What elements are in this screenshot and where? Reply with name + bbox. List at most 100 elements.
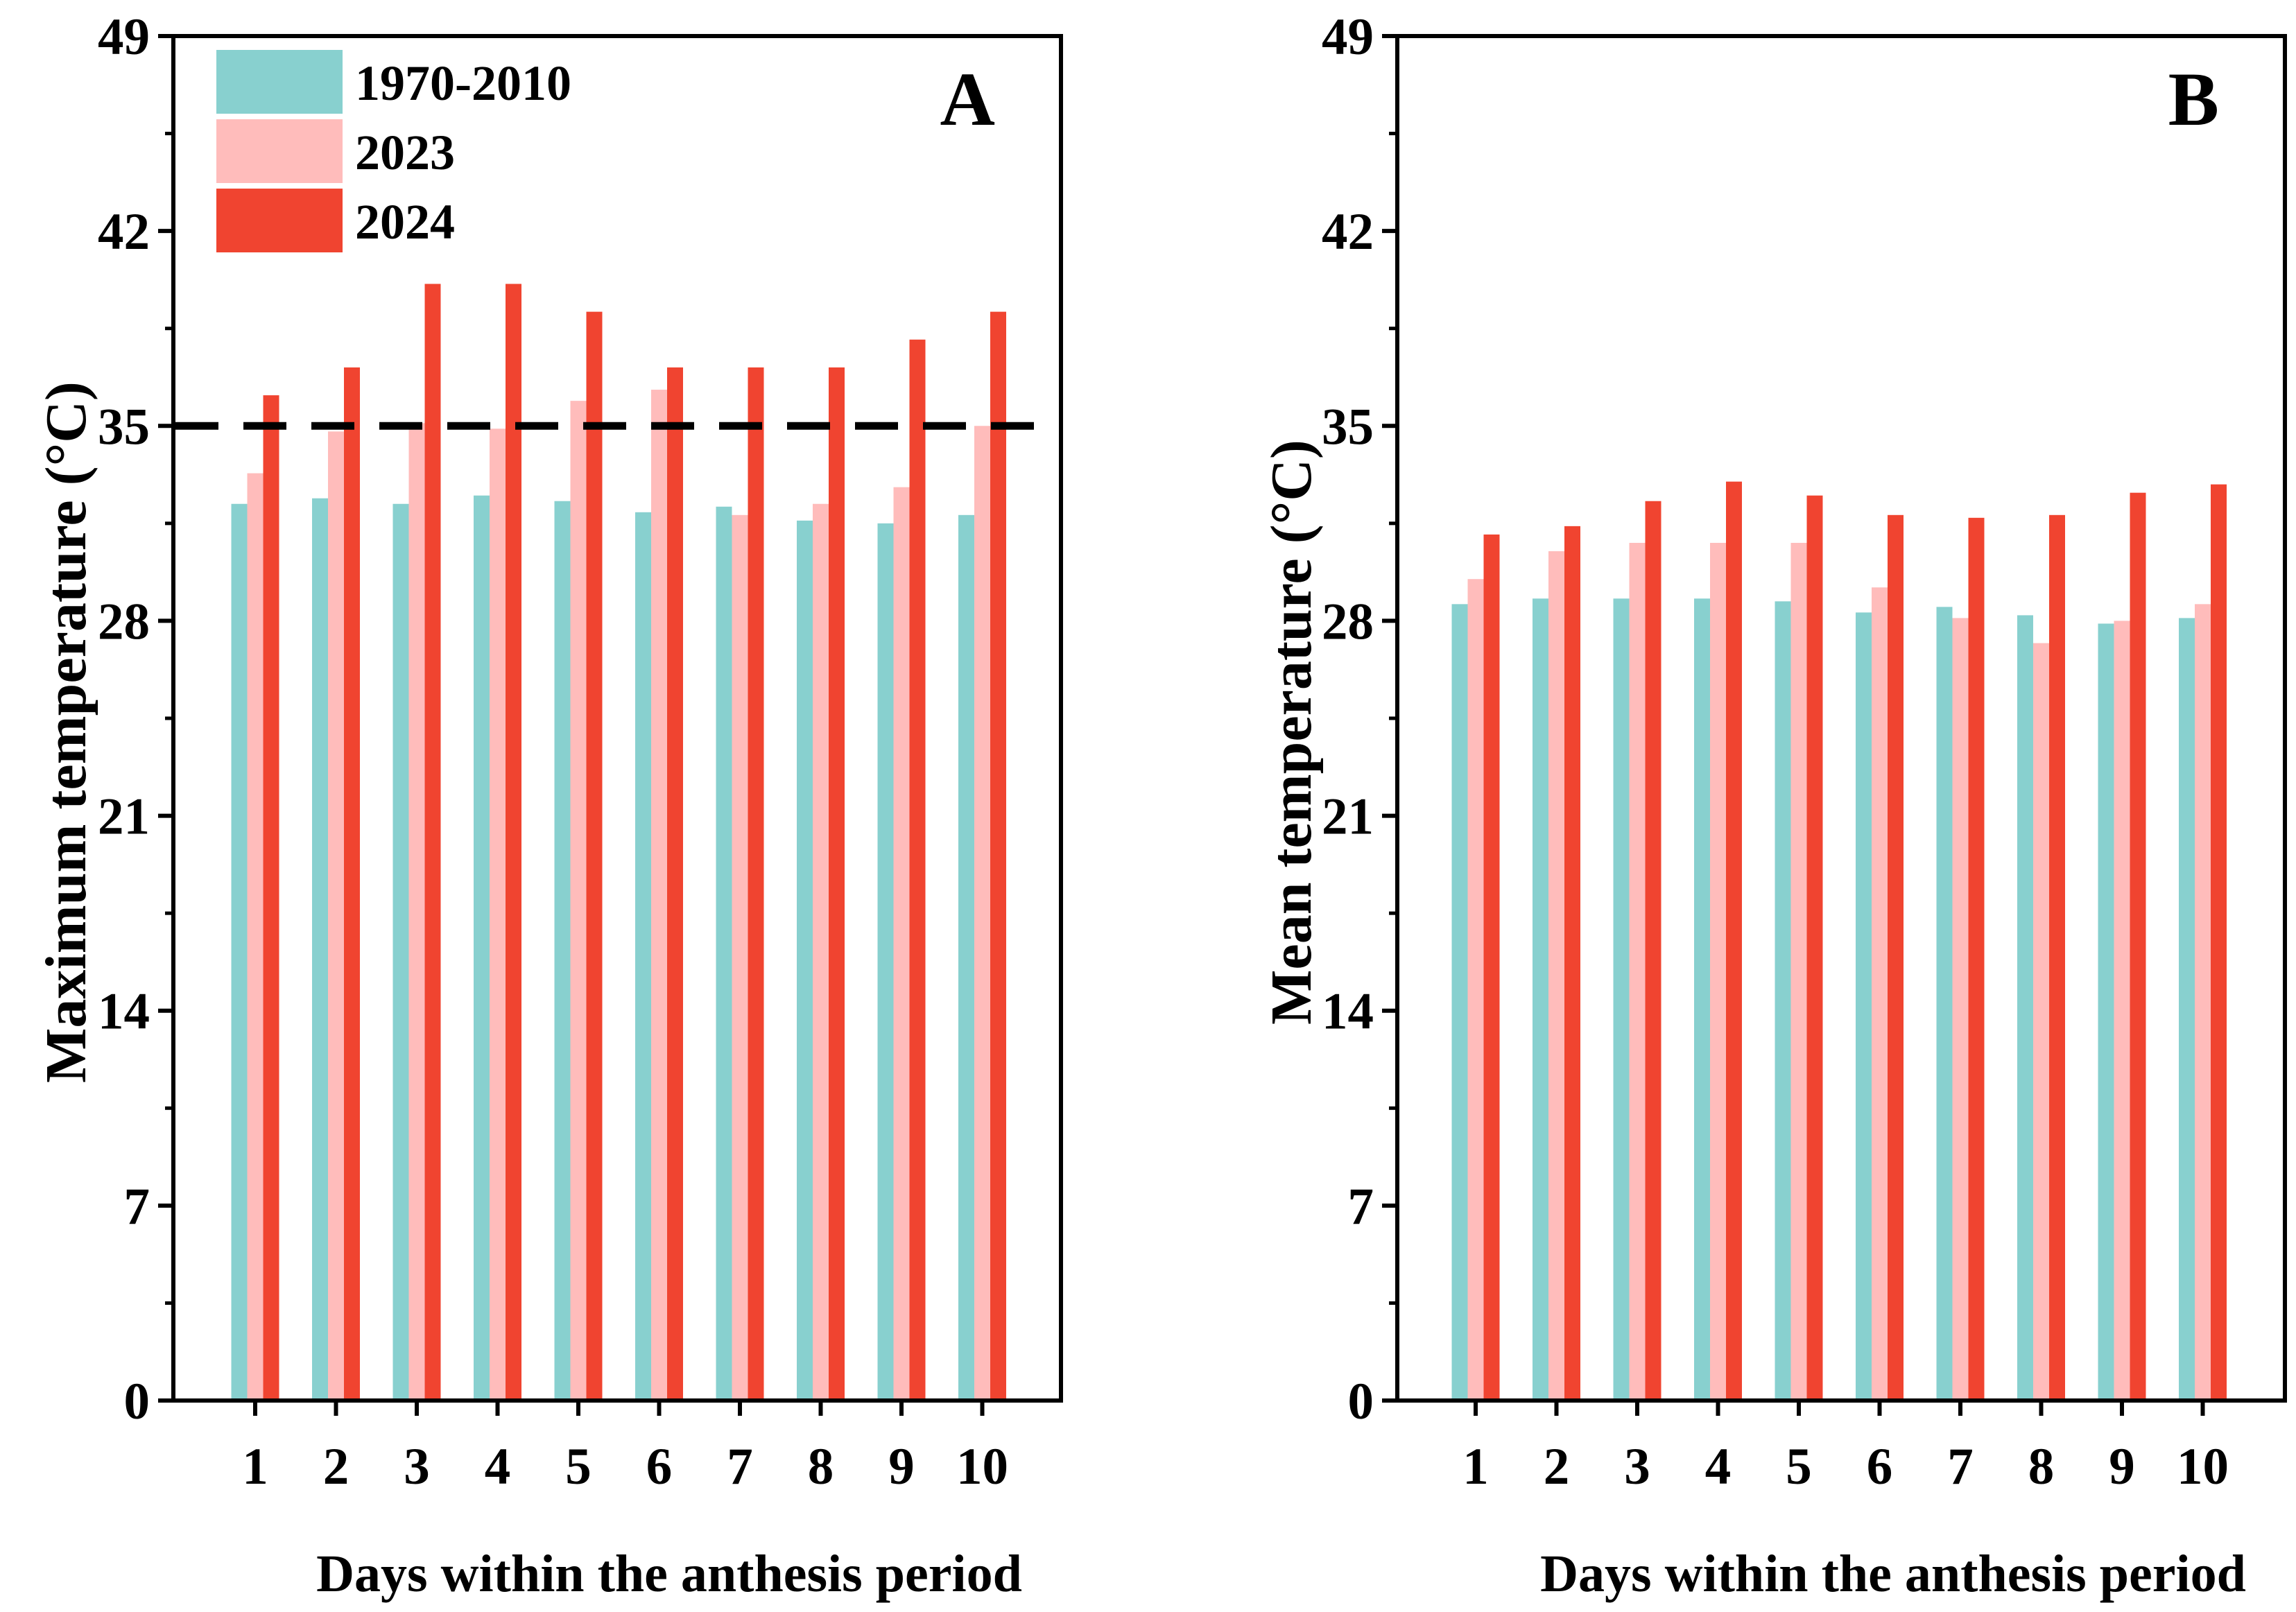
bar-b-day-9-2023	[2114, 621, 2130, 1401]
bar-b-day-5-2024	[1806, 495, 1823, 1401]
xtick-label: 10	[2177, 1438, 2229, 1496]
bar-a-day-3-1970-2010	[392, 503, 409, 1401]
bar-a-day-8-2024	[829, 367, 845, 1401]
ytick-label: 21	[98, 788, 150, 846]
legend: 1970-2010 2023 2024	[216, 50, 571, 252]
bar-a-day-4-1970-2010	[474, 495, 490, 1401]
bar-b-day-8-2024	[2049, 514, 2065, 1401]
ytick-label: 14	[98, 983, 150, 1041]
bar-b-day-3-1970-2010	[1613, 598, 1630, 1401]
panel-b-xtick-labels: 1 2 3 4 5 6 7 8 9 10	[1462, 1438, 2229, 1496]
ytick-label: 0	[1348, 1373, 1374, 1430]
bar-b-day-3-2023	[1629, 542, 1646, 1401]
xtick-label: 1	[242, 1438, 268, 1496]
xtick-label: 1	[1462, 1438, 1489, 1496]
bar-a-day-8-1970-2010	[797, 520, 813, 1401]
bar-a-day-1-2023	[247, 473, 264, 1401]
bar-a-day-9-2023	[893, 487, 910, 1401]
legend-label-1970-2010: 1970-2010	[355, 55, 571, 111]
bar-b-day-7-1970-2010	[1936, 607, 1953, 1401]
ytick-label: 42	[98, 203, 150, 261]
panel-a-xtick-labels: 1 2 3 4 5 6 7 8 9 10	[242, 1438, 1008, 1496]
bar-a-day-3-2024	[424, 284, 441, 1401]
xtick-label: 2	[1544, 1438, 1570, 1496]
bar-b-day-6-1970-2010	[1856, 612, 1872, 1401]
bar-a-day-7-2024	[748, 367, 764, 1401]
bar-a-day-9-2024	[909, 339, 926, 1401]
ytick-label: 35	[98, 398, 150, 456]
bar-b-day-5-2023	[1790, 542, 1807, 1401]
bar-b-day-10-2023	[2195, 604, 2211, 1401]
xtick-label: 2	[323, 1438, 349, 1496]
bar-b-day-7-2024	[1968, 517, 1985, 1401]
xtick-label: 3	[404, 1438, 430, 1496]
bar-b-day-9-1970-2010	[2098, 623, 2114, 1401]
xtick-label: 6	[646, 1438, 673, 1496]
bar-b-day-2-2024	[1564, 526, 1580, 1401]
bar-b-day-2-1970-2010	[1533, 598, 1548, 1401]
bar-b-day-5-1970-2010	[1775, 601, 1791, 1401]
legend-swatch-1970-2010	[216, 50, 343, 114]
xtick-label: 9	[2109, 1438, 2135, 1496]
panel-a-ticks	[158, 34, 985, 1416]
ytick-label: 14	[1322, 983, 1374, 1041]
panel-b-x-axis-label: Days within the anthesis period	[1540, 1545, 2246, 1603]
bar-a-day-5-1970-2010	[554, 501, 571, 1401]
panel-a-x-axis-label: Days within the anthesis period	[316, 1545, 1022, 1603]
bar-b-day-4-1970-2010	[1694, 598, 1710, 1401]
bar-a-day-2-2024	[344, 367, 360, 1401]
bar-b-day-9-2024	[2130, 492, 2146, 1401]
bar-a-day-2-1970-2010	[312, 498, 328, 1401]
xtick-label: 5	[565, 1438, 592, 1496]
legend-swatch-2024	[216, 189, 343, 252]
ytick-label: 7	[124, 1178, 150, 1236]
bar-a-day-4-2023	[490, 428, 506, 1401]
bar-a-day-9-1970-2010	[877, 523, 894, 1401]
ytick-label: 28	[98, 593, 150, 650]
panel-b-y-axis-label: Mean temperature (°C)	[1259, 440, 1324, 1025]
bar-a-day-1-1970-2010	[231, 503, 248, 1401]
xtick-label: 8	[2028, 1438, 2055, 1496]
ytick-label: 42	[1322, 203, 1374, 261]
bar-a-day-6-2023	[651, 390, 667, 1401]
bar-a-day-5-2023	[570, 401, 587, 1401]
bar-a-day-10-2023	[974, 426, 990, 1401]
ytick-label: 28	[1322, 593, 1374, 650]
xtick-label: 6	[1867, 1438, 1893, 1496]
bar-a-day-10-1970-2010	[958, 514, 974, 1401]
bar-a-day-8-2023	[813, 503, 829, 1401]
ytick-label: 35	[1322, 398, 1374, 456]
ytick-label: 0	[124, 1373, 150, 1430]
xtick-label: 7	[727, 1438, 753, 1496]
bar-b-day-6-2023	[1872, 587, 1888, 1401]
bar-b-day-10-2024	[2211, 484, 2227, 1401]
ytick-label: 49	[1322, 8, 1374, 66]
panel-a-bars	[231, 284, 1006, 1401]
panel-b-bars	[1451, 481, 2227, 1401]
xtick-label: 8	[808, 1438, 834, 1496]
bar-a-day-6-2024	[667, 367, 683, 1401]
bar-b-day-1-1970-2010	[1451, 604, 1468, 1401]
bar-b-day-8-1970-2010	[2017, 615, 2033, 1401]
ytick-label: 21	[1322, 788, 1374, 846]
bar-a-day-6-1970-2010	[635, 512, 651, 1401]
bar-a-day-5-2024	[586, 311, 603, 1401]
bar-a-day-10-2024	[990, 311, 1006, 1401]
xtick-label: 5	[1786, 1438, 1812, 1496]
xtick-label: 3	[1624, 1438, 1650, 1496]
ytick-label: 49	[98, 8, 150, 66]
panel-a-letter: A	[940, 57, 995, 141]
xtick-label: 4	[1705, 1438, 1732, 1496]
bar-b-day-1-2023	[1467, 579, 1484, 1401]
bar-a-day-7-1970-2010	[716, 506, 732, 1401]
bar-b-day-10-1970-2010	[2179, 618, 2195, 1401]
bar-b-day-6-2024	[1888, 514, 1904, 1401]
bar-a-day-2-2023	[328, 431, 344, 1401]
bar-a-day-7-2023	[732, 514, 748, 1401]
legend-label-2023: 2023	[355, 125, 455, 180]
xtick-label: 10	[956, 1438, 1008, 1496]
